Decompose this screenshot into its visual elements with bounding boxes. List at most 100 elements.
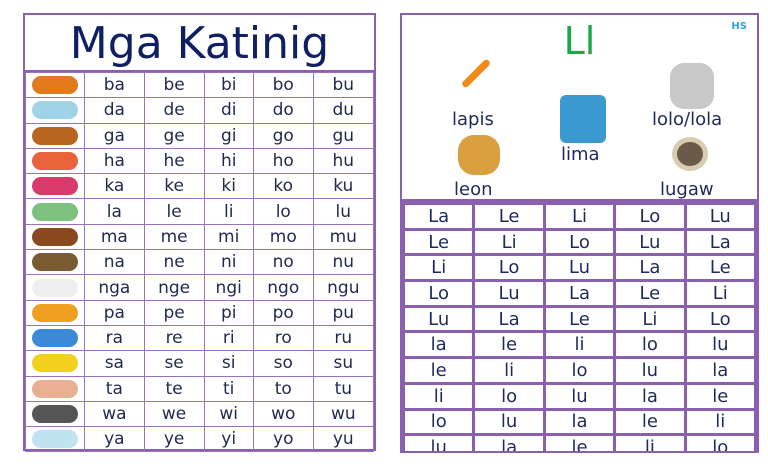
picture-cell: [25, 97, 85, 124]
syllable-cell: Lo: [613, 202, 687, 231]
syllable-cell: nge: [143, 274, 205, 301]
syllable-cell: se: [143, 350, 205, 377]
basketball-icon: [32, 76, 78, 95]
teeth-icon: [32, 278, 78, 297]
syllable-cell: Li: [402, 253, 476, 283]
table-row: ba be bi bo bu: [25, 71, 375, 99]
table-row: le li lo lu la: [402, 356, 757, 385]
syllable-cell: lo: [252, 198, 314, 225]
syllable-cell: da: [84, 97, 145, 124]
syllable-cell: yi: [203, 426, 254, 453]
syllable-cell: pa: [84, 299, 145, 326]
ear-icon: [32, 379, 78, 398]
syllable-cell: bu: [312, 71, 375, 99]
table-row: Lo Lu La Le Li: [402, 279, 757, 308]
syllable-cell: su: [312, 350, 375, 377]
syllable-cell: lu: [472, 407, 546, 437]
letter-title: Ll: [563, 19, 596, 63]
picture-cell: [25, 173, 85, 200]
syllable-cell: du: [312, 97, 375, 124]
syllable-cell: ru: [312, 324, 375, 352]
table-row: La Le Li Lo Lu: [402, 202, 757, 231]
syllable-cell: la: [472, 433, 546, 451]
syllable-cell: ga: [84, 122, 145, 149]
syllable-cell: Li: [613, 304, 687, 334]
waiter-icon: [32, 405, 78, 423]
syllable-cell: ti: [203, 375, 254, 402]
table-row: ga ge gi go gu: [25, 122, 375, 149]
syllable-cell: go: [252, 122, 314, 149]
syllable-cell: ma: [84, 223, 145, 251]
syllable-cell: we: [143, 400, 205, 428]
syllable-cell: te: [143, 375, 205, 402]
syllable-cell: Lu: [472, 279, 546, 308]
syllable-cell: lu: [402, 433, 476, 451]
picture-cell: [25, 71, 85, 99]
syllable-cell: Li: [542, 202, 617, 231]
syllable-cell: lu: [542, 381, 617, 411]
syllable-table: ba be bi bo bu da de di do du ga ge gi go gu ha he hi ho hu…: [25, 71, 375, 453]
syllable-cell: lu: [312, 198, 375, 225]
syllable-cell: lo: [402, 407, 476, 437]
syllable-cell: La: [542, 279, 617, 308]
syllable-cell: Lo: [542, 227, 617, 257]
syllable-cell: Li: [472, 227, 546, 257]
table-row: Li Lo Lu La Le: [402, 253, 757, 283]
syllable-cell: Le: [613, 279, 687, 308]
syllable-cell: ba: [84, 71, 145, 99]
syllable-cell: le: [402, 356, 476, 385]
syllable-cell: ne: [143, 249, 205, 276]
table-row: li lo lu la le: [402, 381, 757, 411]
syllable-cell: wu: [312, 400, 375, 428]
syllable-cell: pu: [312, 299, 375, 326]
gift-icon: [32, 329, 78, 348]
syllable-cell: La: [683, 227, 757, 257]
table-row: Lu La Le Li Lo: [402, 304, 757, 334]
syllable-cell: ki: [203, 173, 254, 200]
picture-cell: [25, 122, 85, 149]
syllable-cell: ngi: [203, 274, 254, 301]
syllable-table: La Le Li Lo Lu Le Li Lo Lu La Li Lo Lu La Le Lo Lu La Le Li…: [402, 202, 757, 451]
syllable-cell: li: [402, 381, 476, 411]
hs-badge: HS: [731, 21, 747, 32]
syllable-cell: pe: [143, 299, 205, 326]
syllable-cell: La: [613, 253, 687, 283]
syllable-cell: li: [542, 330, 617, 360]
syllable-cell: le: [683, 381, 757, 411]
water-icon: [32, 202, 78, 221]
table-row: sa se si so su: [25, 350, 375, 377]
table-row: nga nge ngi ngo ngu: [25, 274, 375, 301]
syllable-cell: Lu: [613, 227, 687, 257]
syllable-cell: ka: [84, 173, 145, 200]
number-five-icon: [560, 95, 606, 143]
syllable-cell: po: [252, 299, 314, 326]
syllable-cell: lo: [683, 433, 757, 451]
picture-cell: [25, 223, 85, 251]
syllable-cell: to: [252, 375, 314, 402]
syllable-cell: me: [143, 223, 205, 251]
syllable-cell: ta: [84, 375, 145, 402]
syllable-cell: do: [252, 97, 314, 124]
syllable-cell: Lo: [402, 279, 476, 308]
syllable-cell: la: [683, 356, 757, 385]
table-row: Le Li Lo Lu La: [402, 227, 757, 257]
chart-title: Mga Katinig: [25, 15, 374, 72]
ice-icon: [32, 430, 78, 449]
guitar-icon: [32, 126, 78, 145]
picture-cell: [25, 350, 85, 377]
syllable-cell: bo: [252, 71, 314, 99]
word-lolo-lola: lolo/lola: [652, 109, 723, 130]
candy-icon: [32, 177, 78, 196]
syllable-cell: ha: [84, 147, 145, 175]
syllable-cell: si: [203, 350, 254, 377]
syllable-cell: de: [143, 97, 205, 124]
syllable-cell: Lo: [472, 253, 546, 283]
picture-cell: [25, 274, 85, 301]
syllable-cell: ya: [84, 426, 145, 453]
syllable-cell: la: [542, 407, 617, 437]
syllable-cell: li: [613, 433, 687, 451]
syllable-cell: hu: [312, 147, 375, 175]
table-row: lu la le li lo: [402, 433, 757, 451]
picture-cell: [25, 426, 85, 453]
porridge-bowl-icon: [672, 137, 708, 171]
